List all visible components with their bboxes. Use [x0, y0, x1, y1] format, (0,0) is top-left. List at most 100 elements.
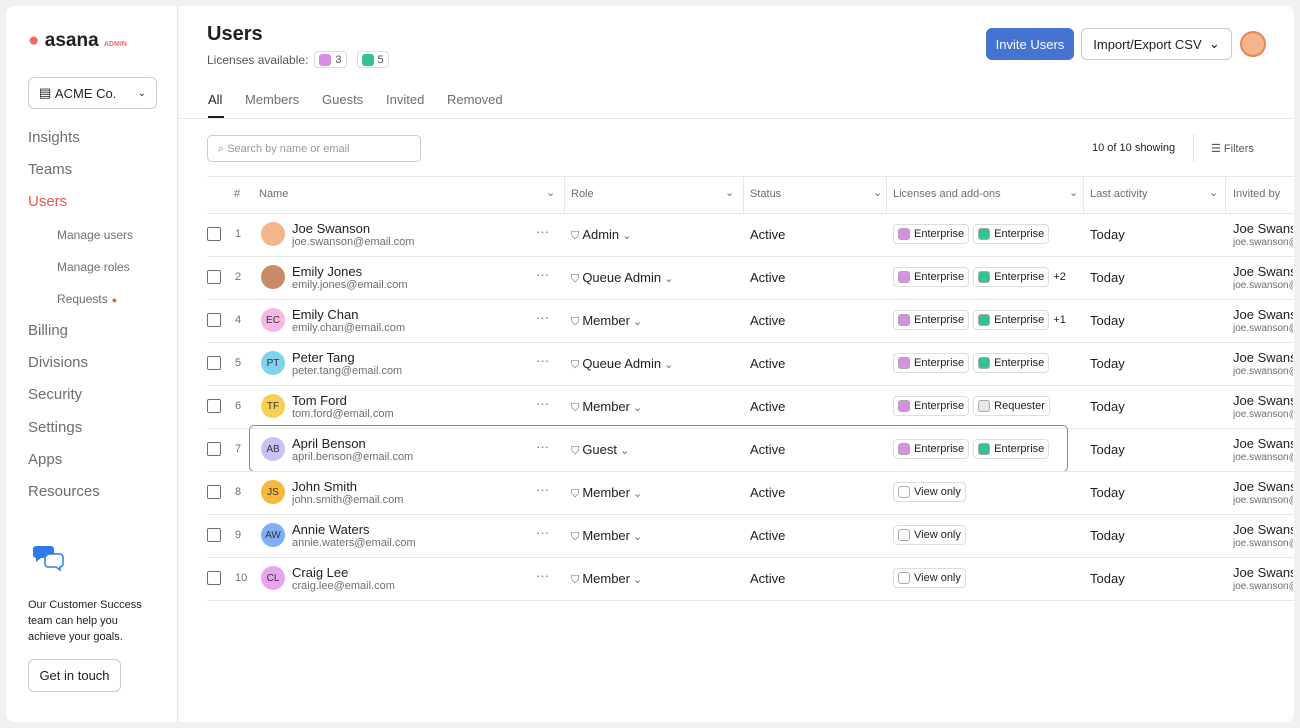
- nav-item[interactable]: Divisions: [28, 354, 89, 372]
- invite-button[interactable]: Invite Users: [986, 28, 1074, 60]
- get-in-touch-button[interactable]: Get in touch: [28, 659, 121, 692]
- column-chevron: ⌄: [546, 187, 556, 199]
- tab[interactable]: All: [208, 92, 223, 107]
- license-label: View only: [914, 486, 961, 498]
- user-name: Annie Waters: [292, 522, 370, 537]
- divider: [207, 213, 1294, 214]
- nav-item[interactable]: Apps: [28, 450, 63, 468]
- logo-badge: ADMIN: [103, 41, 127, 48]
- search-box[interactable]: ⌕ Search by name or email: [207, 135, 421, 162]
- column-chevron: ⌄: [1209, 187, 1219, 199]
- licenses-label: Licenses available:: [207, 52, 309, 67]
- last-activity: Today: [1090, 356, 1125, 371]
- row-menu[interactable]: ···: [536, 310, 549, 325]
- license-icon: [898, 271, 910, 283]
- sub-nav-item[interactable]: Manage roles: [57, 260, 130, 274]
- tab[interactable]: Invited: [386, 92, 425, 107]
- status: Active: [750, 270, 786, 285]
- main: Users Licenses available: 3 5 Invite Use…: [179, 6, 1294, 722]
- column-header: Licenses and add-ons: [893, 188, 1001, 200]
- nav-item[interactable]: Security: [28, 386, 83, 404]
- sub-nav-item[interactable]: Manage users: [57, 228, 133, 242]
- import-button[interactable]: Import/Export CSV ⌄: [1081, 28, 1232, 60]
- row-checkbox[interactable]: [207, 528, 221, 542]
- row-menu[interactable]: ···: [536, 568, 549, 583]
- tab[interactable]: Guests: [322, 92, 364, 107]
- row-menu[interactable]: ···: [536, 224, 549, 239]
- role-icon: ⛉: [571, 402, 583, 414]
- invited-email: joe.swanson@email.com: [1233, 452, 1293, 463]
- row-menu[interactable]: ···: [536, 482, 549, 497]
- license-label: View only: [914, 529, 961, 541]
- invited-email: joe.swanson@email.com: [1233, 581, 1293, 592]
- license-extra: +2: [1053, 271, 1066, 283]
- user-avatar[interactable]: [1240, 31, 1266, 57]
- column-header: Role: [571, 188, 594, 200]
- row-checkbox[interactable]: [207, 227, 221, 241]
- nav-item[interactable]: Billing: [28, 322, 69, 339]
- user-email: joe.swanson@email.com: [292, 236, 415, 248]
- licenses: View only: [893, 482, 970, 502]
- role-select[interactable]: ⛉ Member ⌄: [571, 571, 642, 587]
- license-badge: Enterprise: [893, 224, 970, 244]
- avatar: PT: [261, 351, 285, 375]
- nav-item[interactable]: Settings: [28, 418, 83, 436]
- row-checkbox[interactable]: [207, 313, 221, 327]
- row-checkbox[interactable]: [207, 442, 221, 456]
- sub-nav-item[interactable]: Requests ●: [57, 292, 117, 306]
- license-badge: Enterprise: [893, 353, 970, 373]
- row-checkbox[interactable]: [207, 399, 221, 413]
- role-select[interactable]: ⛉ Queue Admin ⌄: [571, 356, 673, 372]
- role-icon: ⛉: [571, 445, 583, 457]
- role-select[interactable]: ⛉ Member ⌄: [571, 528, 642, 544]
- row-divider: [207, 385, 1294, 386]
- role-select[interactable]: ⛉ Member ⌄: [571, 313, 642, 329]
- tab[interactable]: Removed: [447, 92, 503, 107]
- last-activity: Today: [1090, 399, 1125, 414]
- role-label: Admin: [582, 227, 620, 242]
- license-badge: Enterprise: [973, 439, 1050, 459]
- status: Active: [750, 227, 786, 242]
- status: Active: [750, 528, 786, 543]
- role-select[interactable]: ⛉ Member ⌄: [571, 399, 642, 415]
- license-label: Enterprise: [914, 400, 965, 412]
- row-menu[interactable]: ···: [536, 267, 549, 282]
- filters-button[interactable]: ☰ Filters: [1211, 143, 1254, 155]
- avatar: EC: [261, 308, 285, 332]
- nav-item[interactable]: Insights: [28, 129, 80, 146]
- role-select[interactable]: ⛉ Admin ⌄: [571, 227, 631, 243]
- org-select[interactable]: ▤ ACME Co. ⌄: [28, 77, 157, 109]
- role-label: Queue Admin: [582, 356, 662, 371]
- tab[interactable]: Members: [245, 92, 300, 107]
- row-number: 2: [235, 271, 242, 283]
- role-chevron: ⌄: [617, 445, 630, 457]
- user-name: Joe Swanson: [292, 221, 371, 236]
- row-divider: [207, 256, 1294, 257]
- column-divider: [1083, 177, 1084, 213]
- license-icon: [898, 486, 910, 498]
- row-menu[interactable]: ···: [536, 525, 549, 540]
- user-name: Emily Chan: [292, 307, 359, 322]
- row-checkbox[interactable]: [207, 571, 221, 585]
- row-menu[interactable]: ···: [536, 439, 549, 454]
- row-checkbox[interactable]: [207, 485, 221, 499]
- nav-item[interactable]: Users: [28, 193, 68, 210]
- license-icon: [978, 271, 991, 283]
- page-title: Users: [207, 23, 263, 45]
- licenses: Enterprise Enterprise: [893, 353, 1053, 373]
- row-checkbox[interactable]: [207, 270, 221, 284]
- role-select[interactable]: ⛉ Queue Admin ⌄: [571, 270, 673, 286]
- role-select[interactable]: ⛉ Guest ⌄: [571, 442, 629, 458]
- row-menu[interactable]: ···: [536, 396, 549, 411]
- row-divider: [207, 428, 1294, 429]
- user-name: Emily Jones: [292, 264, 363, 279]
- row-menu[interactable]: ···: [536, 353, 549, 368]
- row-checkbox[interactable]: [207, 356, 221, 370]
- license-icon: [898, 357, 910, 369]
- role-select[interactable]: ⛉ Member ⌄: [571, 485, 642, 501]
- row-divider: [207, 600, 1294, 601]
- sub-nav-label: Manage users: [57, 228, 134, 242]
- nav-item[interactable]: Resources: [28, 483, 100, 500]
- nav-item[interactable]: Teams: [28, 161, 73, 178]
